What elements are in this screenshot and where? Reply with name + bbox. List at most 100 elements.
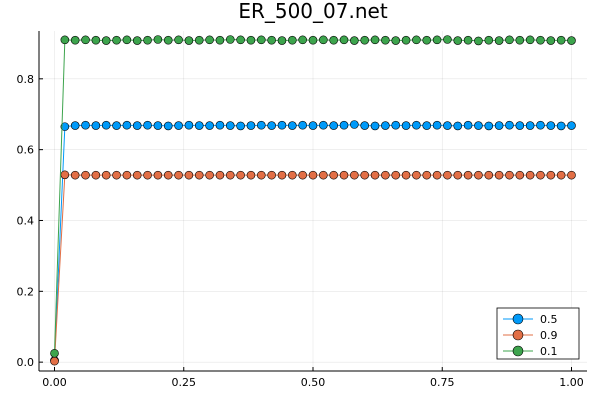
data-point (246, 35, 256, 45)
data-point (339, 120, 349, 130)
data-point (215, 120, 225, 130)
data-point (556, 170, 566, 180)
data-point (184, 170, 194, 180)
data-point (463, 170, 473, 180)
data-point (60, 170, 70, 180)
data-point (370, 170, 380, 180)
data-point (370, 35, 380, 45)
legend-label: 0.1 (540, 345, 558, 358)
data-point (484, 35, 494, 45)
data-point (298, 120, 307, 130)
legend-label: 0.9 (540, 329, 558, 342)
data-point (401, 170, 411, 180)
data-point (546, 36, 556, 45)
data-point (422, 121, 432, 130)
data-point (174, 35, 183, 45)
data-point (174, 170, 183, 180)
data-point (50, 356, 59, 366)
data-point (350, 170, 359, 180)
data-point (122, 120, 132, 130)
legend-marker (512, 329, 524, 341)
data-point (401, 35, 411, 45)
data-point (257, 170, 266, 180)
data-point (463, 35, 473, 45)
data-point (122, 170, 132, 180)
data-point (319, 35, 328, 45)
data-point (101, 36, 111, 45)
data-point (484, 121, 494, 131)
data-point (194, 35, 204, 45)
data-point (350, 36, 359, 45)
data-point (463, 120, 473, 130)
y-tick-label: 0.8 (17, 73, 35, 86)
chart-title: ER_500_07.net (238, 0, 387, 23)
data-point (184, 36, 194, 45)
data-point (525, 170, 535, 180)
data-point (525, 121, 535, 130)
data-point (525, 35, 535, 45)
legend-label: 0.5 (540, 313, 558, 326)
series-0.5 (50, 120, 576, 365)
data-point (132, 170, 142, 180)
data-point (515, 170, 525, 180)
data-point (515, 121, 525, 130)
data-point (536, 120, 545, 130)
data-point (329, 170, 338, 180)
data-point (298, 35, 307, 45)
data-point (70, 35, 80, 45)
data-point (205, 170, 214, 180)
data-point (391, 120, 401, 130)
data-point (515, 35, 525, 45)
data-point (194, 170, 204, 180)
data-point (339, 35, 349, 45)
data-point (370, 121, 380, 131)
data-point (329, 35, 338, 45)
data-point (412, 35, 421, 45)
series-0.1 (50, 35, 576, 358)
y-tick-label: 0.0 (17, 356, 35, 369)
y-tick-label: 0.2 (17, 285, 35, 298)
data-point (257, 120, 266, 130)
data-point (381, 35, 390, 45)
data-point (474, 36, 483, 46)
data-point (132, 36, 142, 45)
data-point (70, 170, 80, 180)
data-point (412, 170, 421, 180)
data-point (205, 121, 214, 130)
data-point (277, 170, 287, 180)
data-point (81, 120, 90, 130)
data-point (412, 120, 421, 130)
data-point (567, 121, 576, 130)
data-point (453, 36, 463, 45)
data-point (60, 122, 70, 131)
data-point (381, 121, 390, 130)
data-point (112, 170, 121, 180)
data-point (360, 35, 369, 45)
data-point (453, 121, 463, 131)
data-point (215, 170, 225, 180)
data-point (556, 35, 566, 45)
data-point (319, 170, 328, 180)
y-tick-label: 0.6 (17, 144, 35, 157)
data-point (101, 170, 111, 180)
data-point (257, 35, 266, 45)
data-point (236, 121, 245, 131)
data-point (484, 170, 494, 180)
data-point (546, 121, 556, 130)
data-point (443, 121, 452, 130)
data-point (143, 170, 152, 180)
data-point (567, 36, 576, 45)
data-point (112, 35, 121, 45)
data-point (505, 170, 514, 180)
data-point (163, 35, 173, 45)
tick-labels: 0.00 0.25 0.50 0.75 1.00 0.0 0.2 0.4 0.6 0.8 (17, 73, 584, 389)
data-point (267, 170, 276, 180)
data-point (494, 36, 504, 45)
data-point (101, 120, 111, 130)
data-point (143, 35, 152, 45)
data-point (277, 36, 287, 45)
data-point (153, 121, 163, 130)
data-point (91, 121, 101, 130)
data-point (225, 170, 235, 180)
